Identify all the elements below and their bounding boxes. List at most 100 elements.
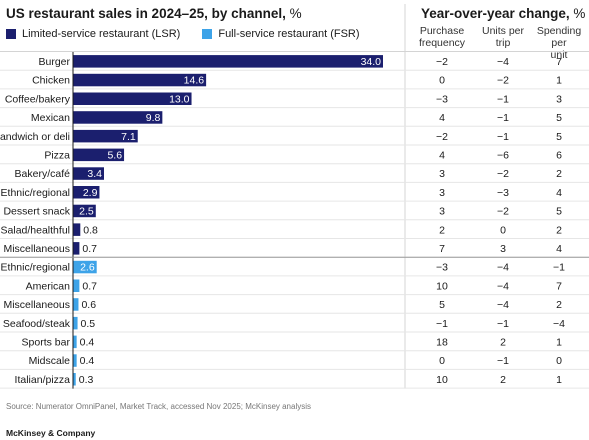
legend: Limited-service restaurant (LSR) Full-se… — [6, 28, 382, 40]
source-note: Source: Numerator OmniPanel, Market Trac… — [6, 402, 312, 411]
bar-value-label: 0.7 — [82, 243, 97, 255]
bar-value-label: 0.8 — [83, 224, 98, 236]
bar-value-label: 5.6 — [107, 149, 122, 161]
bar-value-label: 2.5 — [79, 206, 94, 218]
yoy-value: 7 — [439, 243, 445, 255]
yoy-value: 7 — [556, 56, 562, 68]
yoy-value: −1 — [497, 355, 509, 367]
yoy-value: −1 — [436, 318, 448, 330]
yoy-value: −1 — [497, 112, 509, 124]
yoy-value: 1 — [556, 75, 562, 87]
yoy-value: 4 — [439, 149, 445, 161]
yoy-value: 3 — [556, 93, 562, 105]
bar-value-label: 9.8 — [146, 112, 161, 124]
column-header-line: Spending per — [536, 25, 582, 49]
yoy-value: 4 — [556, 243, 562, 255]
yoy-value: −2 — [497, 206, 509, 218]
brand-footer: McKinsey & Company — [6, 428, 96, 438]
yoy-value: −2 — [436, 56, 448, 68]
yoy-value: −3 — [436, 262, 448, 274]
bar-value-label: 3.4 — [87, 168, 102, 180]
yoy-title: Year-over-year change, % — [421, 6, 585, 21]
category-label: Miscellaneous — [3, 243, 70, 255]
category-label: Burger — [38, 56, 70, 68]
yoy-value: −1 — [497, 93, 509, 105]
yoy-value: 5 — [556, 112, 562, 124]
column-header-line: frequency — [418, 37, 466, 49]
yoy-value: 2 — [556, 168, 562, 180]
bar-lsr — [73, 111, 163, 124]
chart-title-text: US restaurant sales in 2024–25, by chann… — [6, 6, 286, 21]
yoy-value: 0 — [556, 355, 562, 367]
column-header-line: Purchase — [419, 25, 465, 37]
legend-item-lsr: Limited-service restaurant (LSR) — [6, 28, 180, 40]
category-label: Italian/pizza — [15, 374, 71, 386]
legend-label-lsr: Limited-service restaurant (LSR) — [22, 28, 181, 40]
category-label: Bakery/café — [15, 168, 71, 180]
bar-value-label: 34.0 — [361, 56, 382, 68]
bar-value-label: 0.5 — [81, 318, 96, 330]
yoy-value: 3 — [439, 187, 445, 199]
category-label: Coffee/bakery — [5, 93, 71, 105]
category-label: Ethnic/regional — [1, 262, 70, 274]
bar-fsr — [73, 335, 77, 349]
yoy-value: 3 — [439, 168, 445, 180]
legend-item-fsr: Full-service restaurant (FSR) — [202, 28, 360, 40]
yoy-value: 2 — [556, 299, 562, 311]
column-header-units-per-trip: Units per trip — [474, 25, 532, 49]
bar-lsr — [73, 148, 125, 162]
yoy-value: 0 — [439, 75, 445, 87]
category-label: Ethnic/regional — [1, 187, 70, 199]
bar-value-label: 0.4 — [80, 336, 95, 348]
category-label: Salad/healthful — [1, 224, 70, 236]
yoy-value: 5 — [556, 206, 562, 218]
yoy-value: 0 — [439, 355, 445, 367]
category-label: Midscale — [29, 355, 71, 367]
yoy-value: −3 — [497, 187, 509, 199]
bar-fsr — [73, 260, 97, 274]
yoy-value: 4 — [556, 187, 562, 199]
yoy-value: 5 — [439, 299, 445, 311]
bar-lsr — [73, 129, 138, 143]
yoy-value: −4 — [553, 318, 565, 330]
bar-lsr — [73, 73, 207, 87]
category-label: American — [26, 280, 71, 292]
yoy-value: 7 — [556, 280, 562, 292]
yoy-value: 4 — [439, 112, 445, 124]
bar-value-label: 14.6 — [184, 75, 205, 87]
bar-value-label: 2.6 — [80, 262, 95, 274]
category-label: Sports bar — [22, 336, 71, 348]
yoy-value: 2 — [500, 374, 506, 386]
yoy-title-unit: % — [573, 6, 586, 21]
category-label: Pizza — [44, 149, 70, 161]
bar-lsr — [73, 92, 192, 105]
bar-value-label: 0.4 — [80, 355, 95, 367]
bar-fsr — [73, 279, 80, 292]
bar-lsr — [73, 167, 104, 180]
yoy-value: 5 — [556, 131, 562, 143]
yoy-value: −1 — [497, 318, 509, 330]
bar-lsr — [73, 55, 383, 68]
yoy-value: 2 — [556, 224, 562, 236]
bar-value-label: 0.6 — [81, 299, 96, 311]
bar-lsr — [73, 186, 100, 199]
yoy-value: 10 — [436, 374, 448, 386]
yoy-value: −6 — [497, 149, 509, 161]
bar-value-label: 2.9 — [83, 187, 98, 199]
column-header-line: trip — [495, 37, 511, 49]
bar-fsr — [73, 316, 78, 330]
yoy-value: −2 — [497, 75, 509, 87]
yoy-value: 6 — [556, 149, 562, 161]
legend-swatch-lsr — [6, 29, 16, 39]
bar-fsr — [73, 373, 76, 386]
yoy-value: 10 — [436, 280, 448, 292]
yoy-value: −1 — [553, 262, 565, 274]
yoy-value: −4 — [497, 56, 509, 68]
yoy-value: 1 — [556, 336, 562, 348]
yoy-value: 3 — [439, 206, 445, 218]
category-label: Seafood/steak — [3, 318, 71, 330]
yoy-value: 1 — [556, 374, 562, 386]
column-header-line: Units per — [481, 25, 524, 37]
yoy-value: −4 — [497, 299, 509, 311]
